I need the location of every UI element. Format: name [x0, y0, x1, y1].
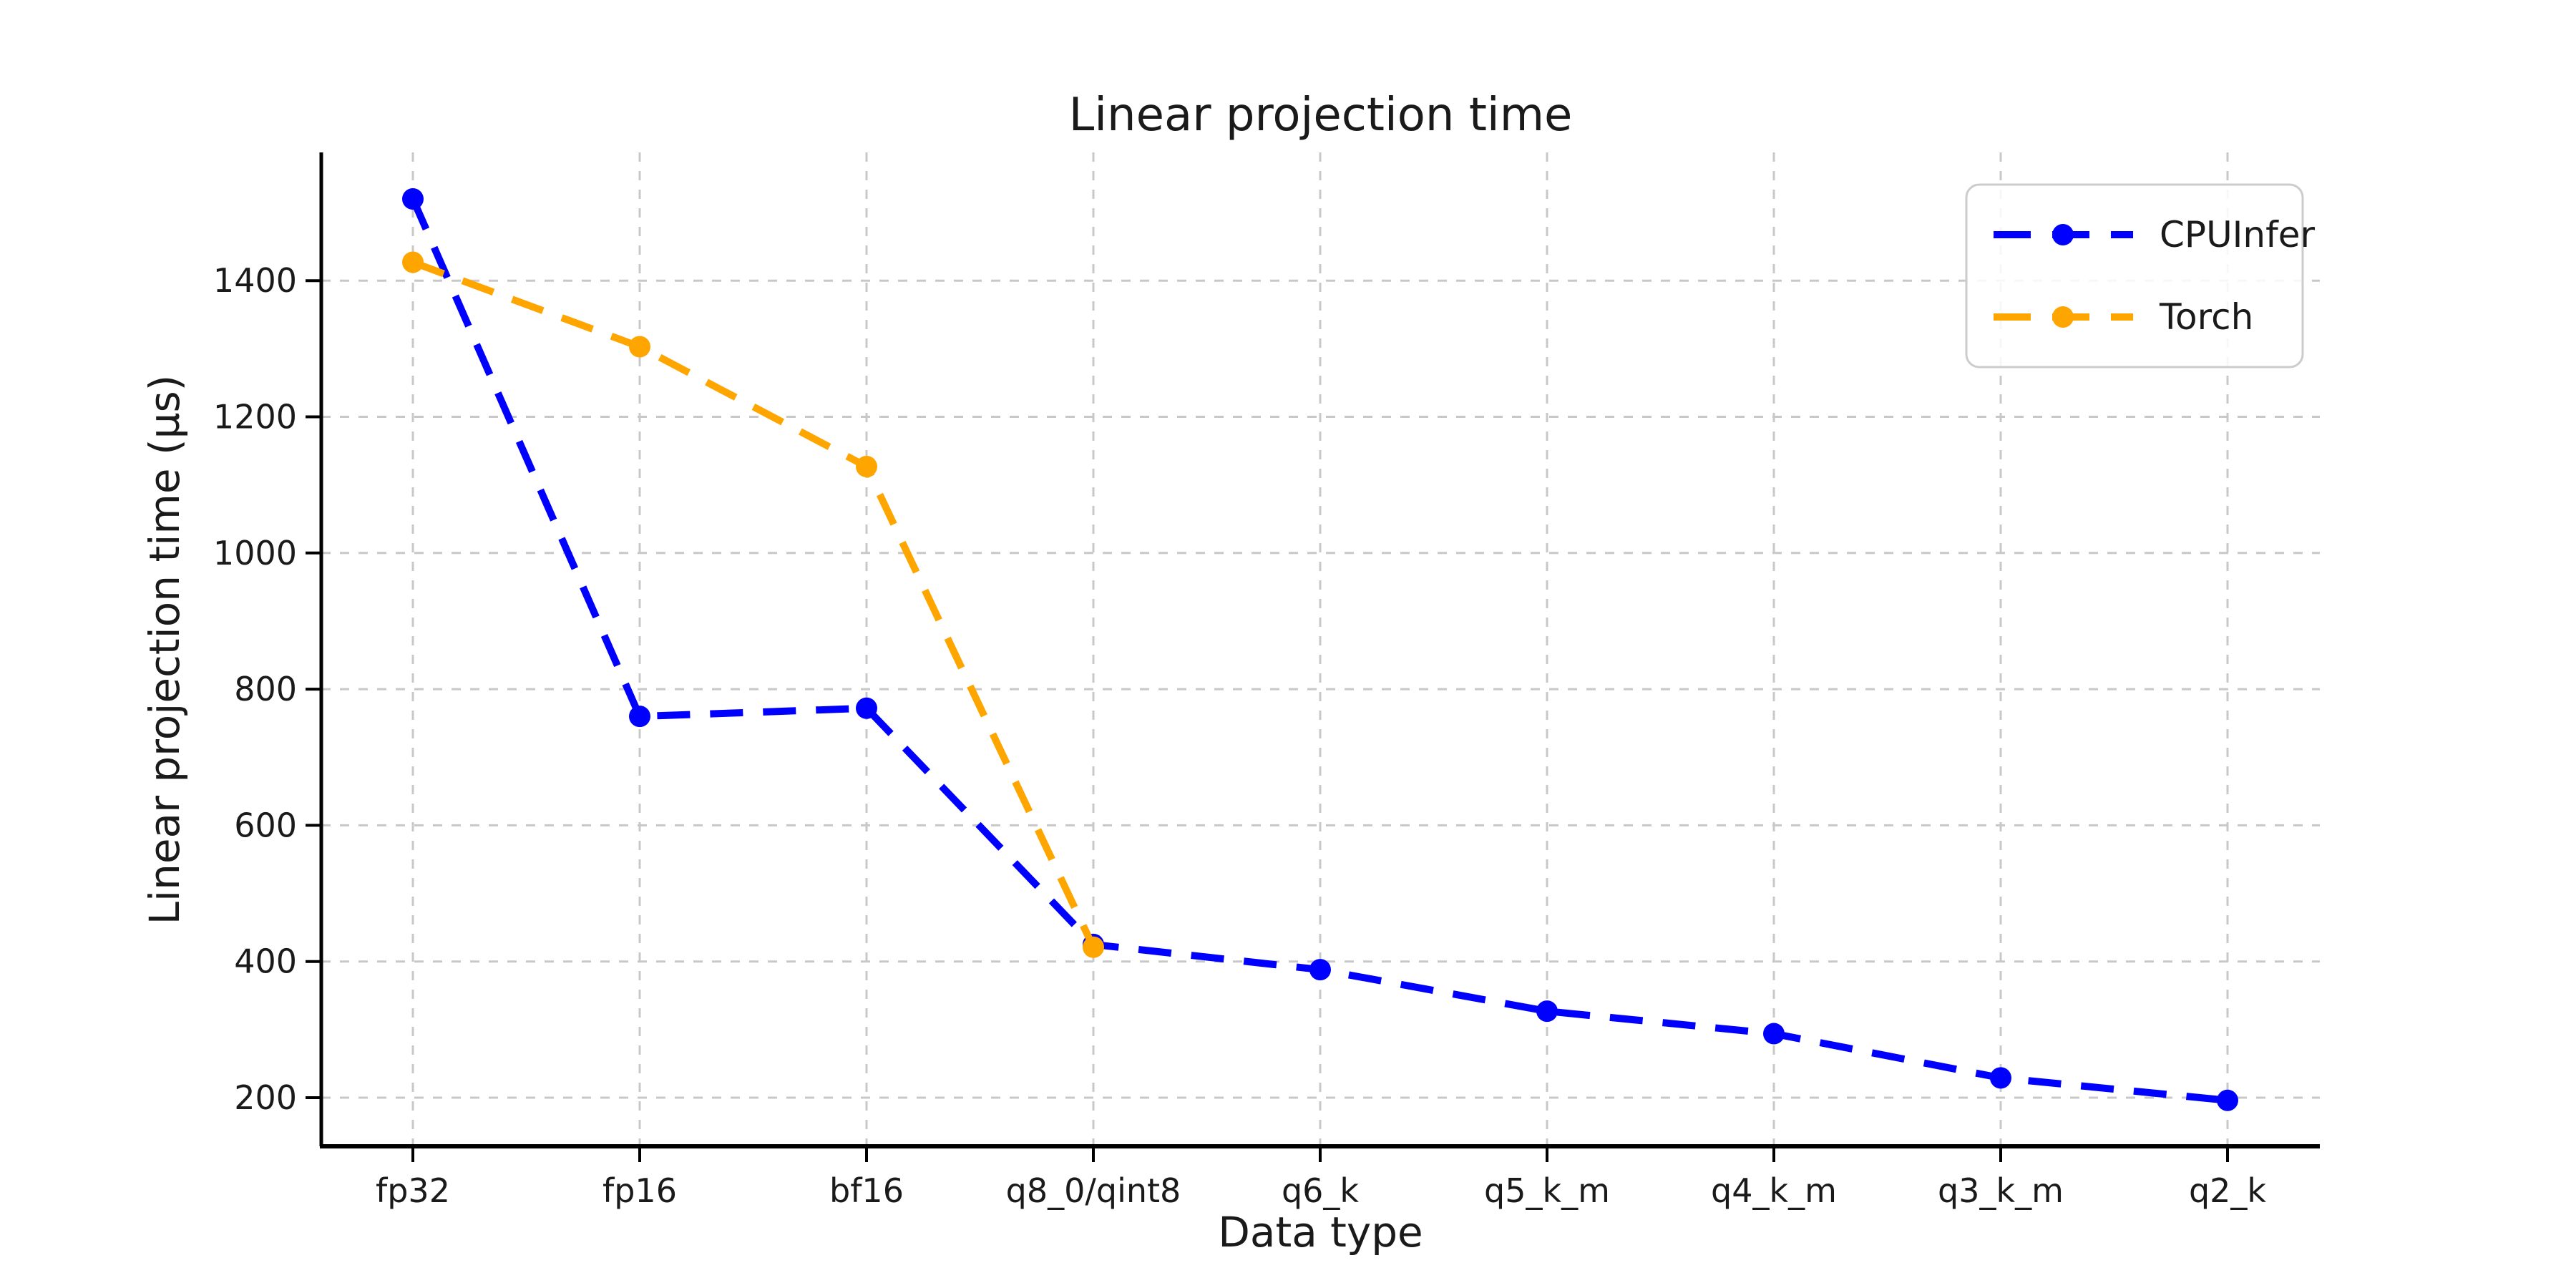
legend-sample-marker-torch	[2052, 306, 2074, 328]
x-tick-label: fp32	[376, 1171, 450, 1210]
data-point-cpuinfer	[2217, 1089, 2238, 1111]
y-tick-label: 600	[234, 806, 297, 844]
x-tick-label: q3_k_m	[1938, 1171, 2064, 1210]
data-point-cpuinfer	[1309, 959, 1331, 981]
legend-sample-marker-cpuinfer	[2052, 224, 2074, 245]
data-point-cpuinfer	[1536, 1000, 1558, 1023]
y-tick-label: 800	[234, 670, 297, 708]
x-tick-label: q8_0/qint8	[1006, 1171, 1181, 1210]
y-tick-label: 1400	[213, 261, 297, 300]
y-tick-label: 200	[234, 1078, 297, 1117]
data-point-cpuinfer	[1990, 1067, 2011, 1089]
y-axis-label: Linear projection time (µs)	[140, 375, 189, 925]
x-tick-label: q4_k_m	[1711, 1171, 1837, 1210]
data-point-torch	[629, 336, 650, 358]
series-line-torch	[411, 258, 1097, 949]
y-tick-label: 1000	[213, 534, 297, 572]
data-point-torch	[1083, 936, 1104, 958]
x-tick-label: q6_k	[1282, 1171, 1359, 1210]
data-point-torch	[856, 455, 877, 477]
data-point-cpuinfer	[1763, 1023, 1785, 1045]
data-point-torch	[402, 251, 424, 273]
x-tick-label: q5_k_m	[1484, 1171, 1610, 1210]
legend-label-torch: Torch	[2159, 296, 2253, 338]
x-axis-label: Data type	[1218, 1208, 1423, 1257]
data-point-cpuinfer	[629, 706, 650, 728]
x-tick-label: fp16	[602, 1171, 677, 1210]
data-point-cpuinfer	[856, 697, 877, 719]
legend-box	[1965, 183, 2304, 369]
y-tick-label: 1200	[213, 398, 297, 436]
x-tick-label: q2_k	[2189, 1171, 2266, 1210]
y-tick-label: 400	[234, 942, 297, 981]
x-tick-label: bf16	[829, 1171, 904, 1210]
data-point-cpuinfer	[402, 188, 424, 210]
chart-title: Linear projection time	[1069, 89, 1573, 142]
legend-label-cpuinfer: CPUInfer	[2160, 214, 2315, 255]
